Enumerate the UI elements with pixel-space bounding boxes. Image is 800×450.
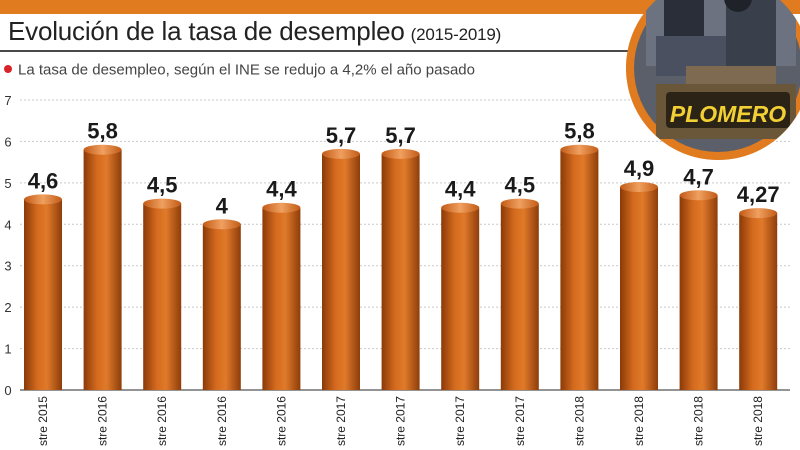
y-tick-label: 1 [4, 342, 11, 357]
value-label: 4,9 [624, 156, 655, 181]
bar [83, 149, 122, 390]
x-tick-label: stre 2015 [36, 396, 50, 446]
value-label: 5,7 [326, 123, 357, 148]
bar [202, 224, 241, 390]
value-label: 4,27 [737, 182, 780, 207]
y-tick-label: 4 [4, 217, 11, 232]
y-tick-label: 3 [4, 259, 11, 274]
bar [381, 153, 420, 390]
x-tick-label: stre 2018 [692, 396, 706, 446]
bar [620, 187, 658, 390]
bar-top [500, 198, 539, 209]
x-tick-label: stre 2017 [394, 396, 408, 446]
x-tick-label: stre 2016 [274, 396, 288, 446]
bar-top [679, 190, 718, 201]
y-tick-label: 6 [4, 134, 11, 149]
bar-top [739, 208, 778, 219]
value-label: 4 [216, 193, 229, 218]
bar-top [262, 202, 301, 213]
bar-top [24, 194, 62, 205]
bullet-icon [4, 64, 12, 73]
bar [560, 149, 599, 390]
top-accent-bar [0, 0, 800, 14]
value-label: 4,7 [683, 164, 714, 189]
value-label: 4,4 [266, 177, 297, 202]
value-label: 4,5 [505, 173, 536, 198]
x-tick-label: stre 2018 [632, 396, 646, 446]
value-label: 4,4 [445, 177, 476, 202]
x-tick-label: stre 2018 [751, 396, 765, 446]
x-tick-label: stre 2016 [96, 396, 110, 446]
y-tick-label: 5 [4, 176, 11, 191]
plomero-sign: PLOMERO [670, 101, 786, 127]
bar [739, 213, 778, 390]
subtitle-row: La tasa de desempleo, según el INE se re… [4, 61, 475, 79]
bar [143, 203, 182, 390]
x-tick-label: stre 2017 [453, 396, 467, 446]
chart-title: Evolución de la tasa de desempleo (2015-2… [8, 16, 501, 47]
bar-top [560, 144, 599, 155]
value-label: 4,5 [147, 173, 178, 198]
bar-top [441, 202, 480, 213]
x-tick-label: stre 2017 [334, 396, 348, 446]
value-label: 5,8 [87, 119, 118, 144]
y-tick-label: 2 [4, 300, 11, 315]
bar [322, 153, 360, 390]
bar-top [381, 148, 420, 159]
bar [500, 203, 539, 390]
bar-top [202, 219, 241, 230]
bar-top [620, 182, 658, 192]
plumber-photo: PLOMERO [626, 0, 800, 160]
value-label: 5,8 [564, 119, 595, 144]
x-tick-label: stre 2016 [215, 396, 229, 446]
title-divider [0, 50, 640, 52]
x-tick-label: stre 2016 [155, 396, 169, 446]
bar-top [322, 148, 360, 159]
y-tick-label: 7 [4, 93, 11, 108]
chart-subtitle: La tasa de desempleo, según el INE se re… [18, 61, 475, 79]
bar [262, 207, 301, 390]
x-tick-label: stre 2017 [513, 396, 527, 446]
chart-title-text: Evolución de la tasa de desempleo [8, 16, 405, 46]
value-label: 5,7 [385, 123, 416, 148]
bar [679, 195, 718, 390]
bar-top [83, 144, 122, 155]
value-label: 4,6 [28, 168, 59, 193]
bar [441, 207, 480, 390]
chart-title-years: (2015-2019) [410, 25, 502, 44]
y-tick-label: 0 [4, 383, 11, 398]
bar [24, 199, 62, 390]
bar-top [143, 198, 182, 209]
x-tick-label: stre 2018 [572, 396, 586, 446]
